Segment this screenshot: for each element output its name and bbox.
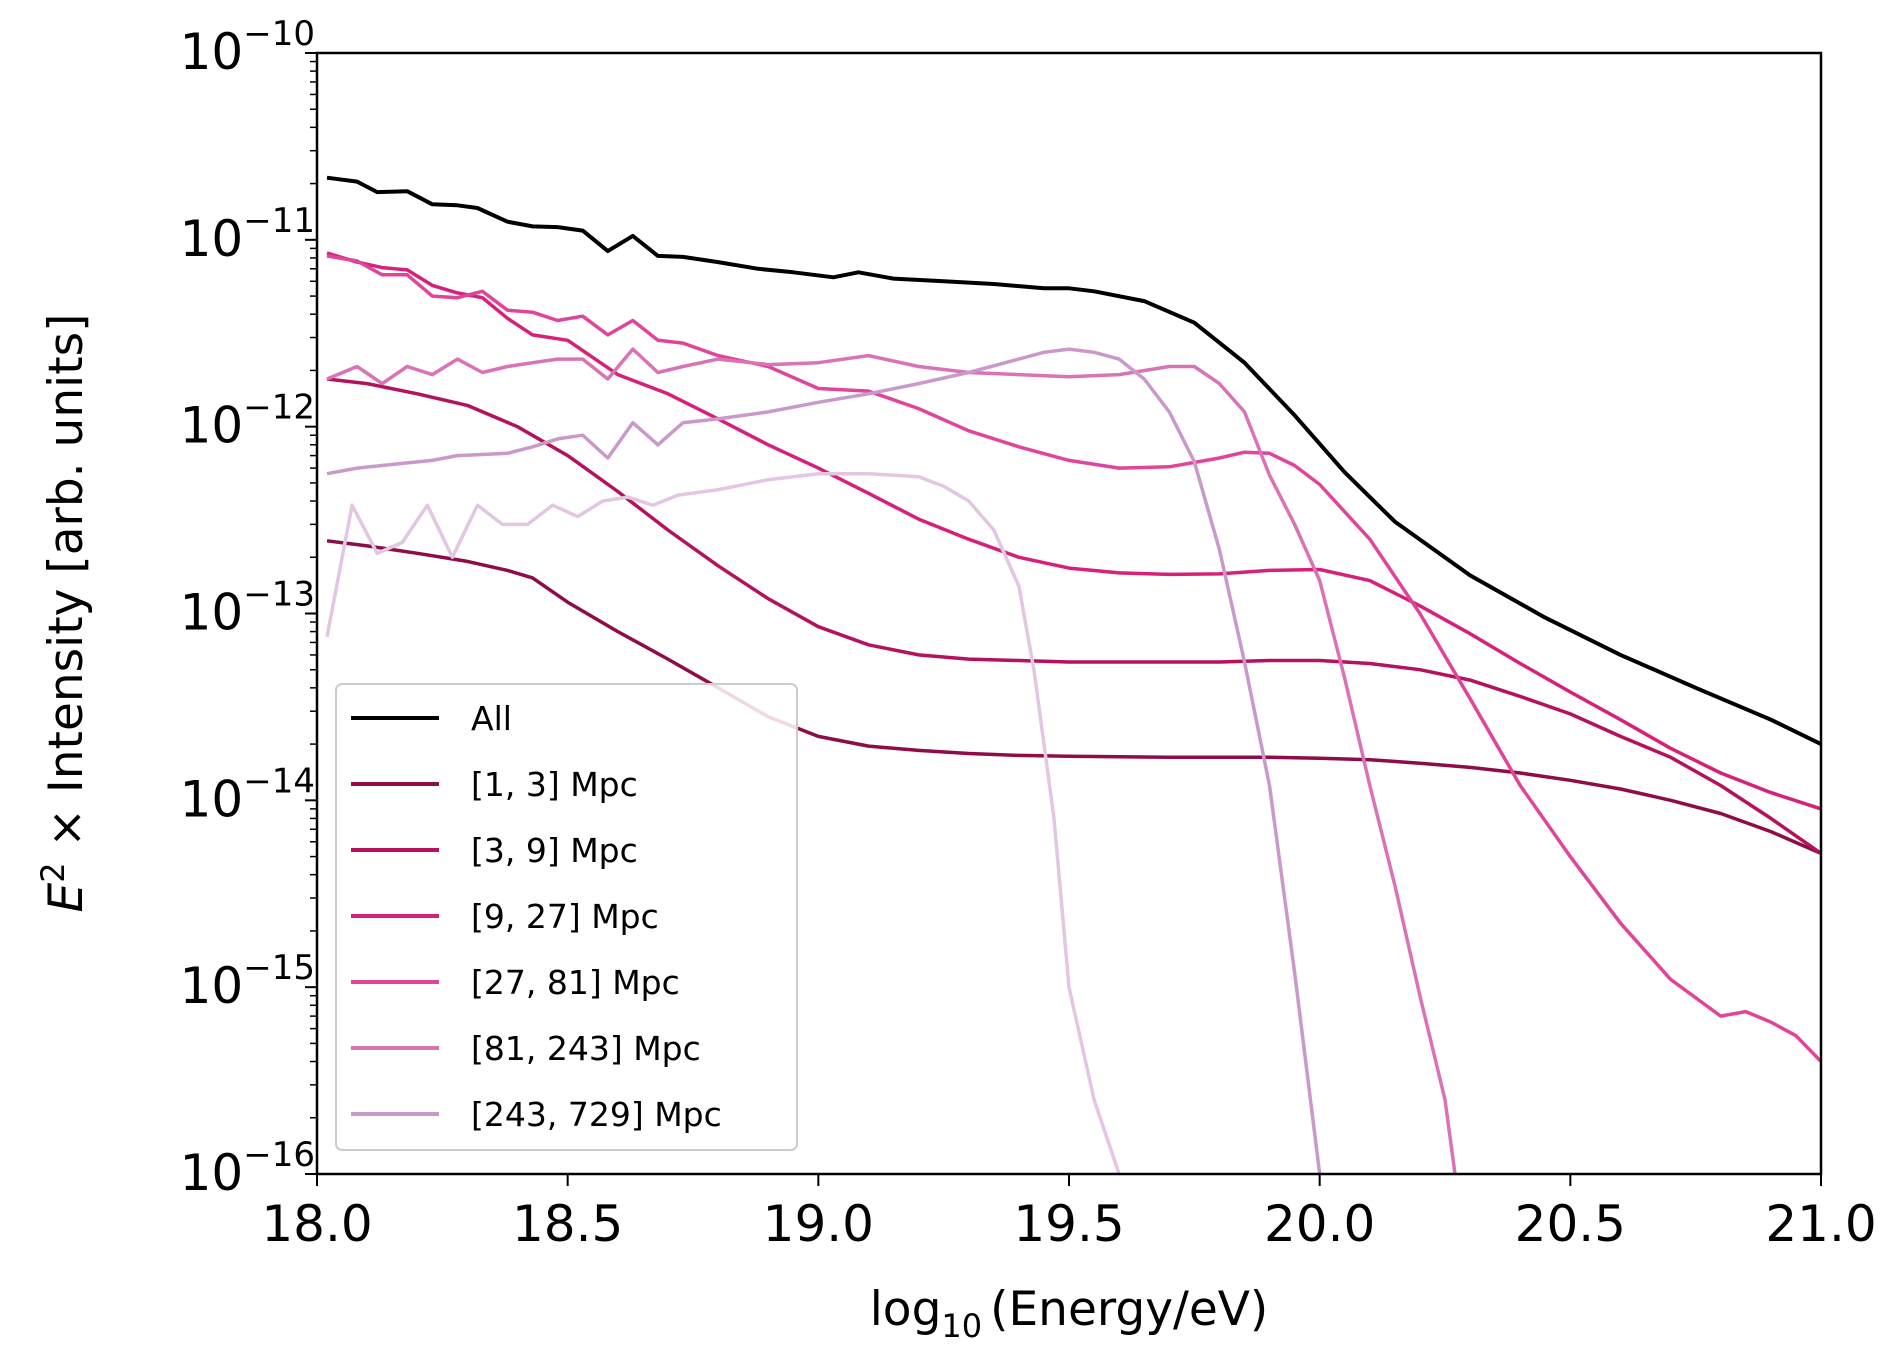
x-tick-labels: 18.0 18.5 19.0 19.5 20.0 20.5 21.0 [261, 1195, 1876, 1253]
legend-items: All [1, 3] Mpc [3, 9] Mpc [9, 27] Mpc [27, 8… [351, 699, 722, 1134]
x-axis-label: log10 (Energy/eV) [870, 1282, 1269, 1345]
x-tick-label: 20.0 [1264, 1195, 1375, 1253]
y-tick-label: 10−10 [180, 14, 315, 81]
series-line-3 [326, 251, 1821, 811]
legend-label: [27, 81] Mpc [471, 963, 680, 1002]
legend-label: [1, 3] Mpc [471, 765, 638, 804]
legend-label: All [471, 699, 512, 738]
x-axis-label-rest: (Energy/eV) [990, 1282, 1268, 1337]
y-tick-label: 10−16 [180, 1135, 315, 1202]
series-line-0 [326, 175, 1821, 746]
x-tick-label: 19.0 [763, 1195, 874, 1253]
series-line-7 [325, 471, 1121, 1174]
legend-label: [9, 27] Mpc [471, 897, 659, 936]
y-tick-label: 10−11 [180, 201, 315, 268]
y-axis-label: E2 × Intensity [arb. units] [34, 314, 94, 913]
x-tick-label: 19.5 [1013, 1195, 1124, 1253]
y-axis-label-rest: × Intensity [arb. units] [39, 314, 94, 863]
legend-label: [243, 729] Mpc [471, 1095, 722, 1134]
x-axis-label-subscript: 10 [941, 1307, 982, 1345]
legend-box [335, 683, 798, 1151]
x-tick-label: 18.0 [261, 1195, 372, 1253]
series-line-2 [326, 377, 1821, 855]
x-axis-label-log: log [870, 1282, 942, 1337]
y-tick-labels: 10−16 10−15 10−14 10−13 10−12 10−11 10−10 [180, 14, 315, 1202]
x-tick-label: 18.5 [512, 1195, 623, 1253]
y-axis-label-exponent: 2 [34, 862, 72, 882]
x-tick-label: 21.0 [1765, 1195, 1876, 1253]
y-tick-label: 10−14 [180, 761, 315, 828]
x-tick-label: 20.5 [1515, 1195, 1626, 1253]
legend-label: [81, 243] Mpc [471, 1029, 701, 1068]
y-axis-label-base: E [39, 882, 94, 912]
y-tick-label: 10−13 [180, 575, 315, 642]
legend: All [1, 3] Mpc [3, 9] Mpc [9, 27] Mpc [27, 8… [335, 683, 798, 1151]
y-tick-label: 10−12 [180, 388, 315, 455]
plot-series [325, 175, 1821, 1174]
axis-ticks [305, 52, 1822, 1186]
legend-label: [3, 9] Mpc [471, 831, 638, 870]
series-line-5 [326, 347, 1457, 1174]
plot-frame [315, 51, 1823, 1176]
y-tick-label: 10−15 [180, 948, 315, 1015]
series-line-4 [326, 254, 1821, 1063]
series-line-6 [326, 347, 1322, 1174]
